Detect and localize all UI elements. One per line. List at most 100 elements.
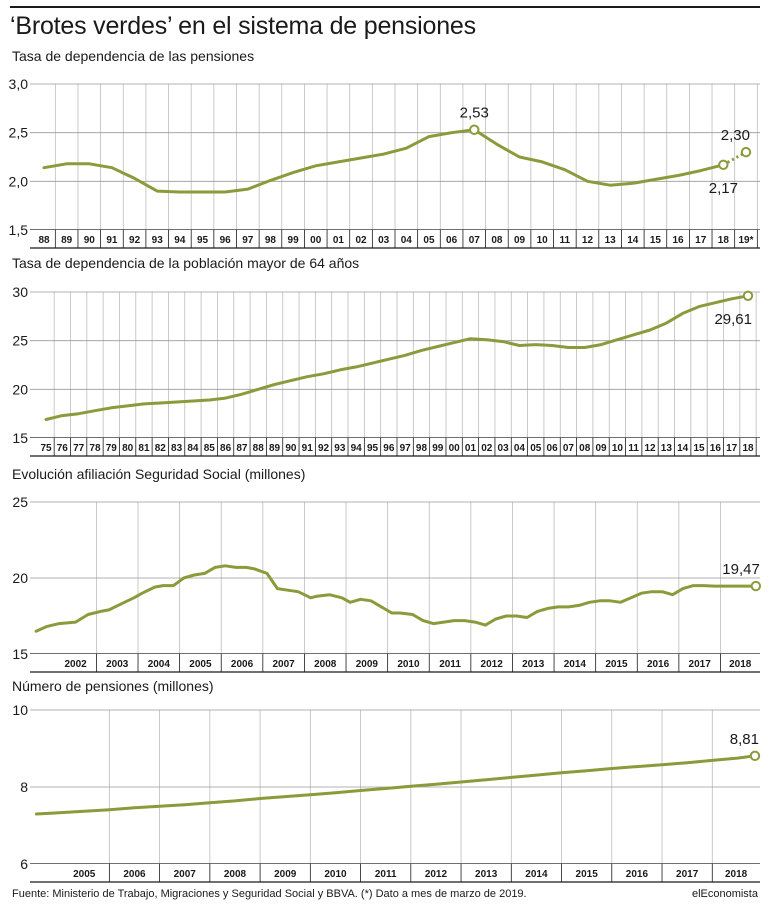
x-tick-label: 01 [333,235,345,246]
y-tick-label: 30 [12,284,28,300]
chart-afiliacion-seguridad-social: 15 20 25 2002 2003 2004 2005 2006 2007 2008 2009 20… [12,494,762,673]
x-tick-label: 94 [351,443,363,454]
x-tick-label: 10 [537,235,549,246]
data-label: 29,61 [714,311,752,328]
x-tick-label: 14 [677,443,689,454]
x-tick-label: 12 [582,235,594,246]
y-tick-label: 25 [12,494,28,510]
x-tick-label: 88 [253,443,265,454]
chart-4-title: Número de pensiones (millones) [12,678,214,694]
x-tick-label: 17 [695,235,707,246]
x-tick-label: 00 [310,235,322,246]
x-tick-label: 14 [627,235,639,246]
data-point-marker [740,146,752,158]
x-tick-label: 10 [612,443,624,454]
x-tick-label: 2015 [576,869,599,880]
x-tick-label: 78 [89,443,101,454]
x-tick-label: 09 [596,443,608,454]
x-tick-label: 92 [318,443,330,454]
x-tick-label: 97 [400,443,412,454]
x-tick-label: 19* [738,235,753,246]
x-tick-label: 2018 [725,869,748,880]
x-tick-label: 2002 [64,659,87,670]
x-tick-label: 83 [171,443,183,454]
x-tick-label: 05 [423,235,435,246]
x-tick-label: 90 [285,443,297,454]
data-point-marker [749,750,761,762]
x-tick-label: 2005 [73,869,96,880]
source-note: Fuente: Ministerio de Trabajo, Migracion… [12,888,527,900]
chart-2-title: Tasa de dependencia de la población mayo… [12,255,360,271]
x-tick-label: 88 [38,235,50,246]
x-tick-label: 95 [197,235,209,246]
data-point-marker [750,580,762,592]
x-tick-label: 06 [547,443,559,454]
x-tick-label: 16 [673,235,685,246]
x-tick-label: 2014 [525,869,548,880]
x-tick-label: 87 [236,443,248,454]
x-tick-label: 82 [155,443,167,454]
x-tick-label: 98 [265,235,277,246]
x-tick-label: 00 [449,443,461,454]
series-line [35,754,757,816]
chart-3-title: Evolución afiliación Seguridad Social (m… [12,466,306,482]
x-tick-label: 96 [220,235,232,246]
x-tick-label: 2010 [324,869,347,880]
x-tick-label: 81 [138,443,150,454]
x-tick-label: 11 [628,443,639,454]
y-tick-label: 10 [12,702,28,718]
x-tick-label: 11 [560,235,571,246]
x-tick-label: 79 [106,443,118,454]
series-line [34,564,758,633]
x-tick-label: 86 [220,443,232,454]
x-tick-label: 2005 [189,659,212,670]
x-tick-label: 04 [401,235,413,246]
data-point-marker [469,124,480,135]
y-tick-label: 15 [12,646,28,662]
series-line [44,294,750,421]
x-tick-label: 17 [726,443,738,454]
x-tick-label: 89 [269,443,281,454]
y-tick-label: 15 [12,430,28,446]
x-tick-label: 2008 [314,659,337,670]
x-tick-label: 91 [302,443,314,454]
x-tick-label: 2016 [647,659,670,670]
chart-1-title: Tasa de dependencia de las pensiones [12,48,255,64]
x-tick-label: 96 [383,443,395,454]
x-tick-label: 04 [514,443,526,454]
page-title: ‘Brotes verdes’ en el sistema de pension… [10,12,476,40]
x-tick-label: 07 [563,443,575,454]
series-line [42,128,725,194]
x-tick-label: 2017 [676,869,699,880]
x-tick-label: 2010 [397,659,420,670]
x-tick-label: 95 [367,443,379,454]
x-tick-label: 97 [242,235,254,246]
x-tick-label: 2011 [375,869,397,880]
x-tick-label: 2009 [356,659,379,670]
x-tick-label: 2013 [475,869,498,880]
x-tick-label: 08 [579,443,591,454]
x-tick-label: 92 [129,235,141,246]
x-tick-label: 93 [152,235,164,246]
x-tick-label: 15 [650,235,662,246]
x-tick-label: 2011 [439,659,461,670]
x-tick-label: 2004 [148,659,171,670]
x-tick-label: 98 [416,443,428,454]
y-tick-label: 25 [12,333,28,349]
x-tick-label: 15 [693,443,705,454]
x-tick-label: 76 [57,443,69,454]
x-tick-label: 91 [106,235,118,246]
data-label: 2,53 [460,105,489,122]
data-point-marker [742,290,754,301]
chart-numero-pensiones: 6 8 10 2005 2006 2007 2008 2009 2010 2011 2012 2013… [12,702,761,883]
x-tick-label: 75 [40,443,52,454]
x-tick-label: 2006 [231,659,254,670]
x-tick-label: 84 [187,443,199,454]
data-label: 19,47 [722,561,760,578]
x-tick-label: 2017 [689,659,712,670]
x-tick-label: 12 [644,443,656,454]
data-point-marker [718,159,729,170]
x-tick-label: 2006 [123,869,146,880]
x-tick-label: 90 [84,235,96,246]
x-tick-label: 13 [661,443,673,454]
